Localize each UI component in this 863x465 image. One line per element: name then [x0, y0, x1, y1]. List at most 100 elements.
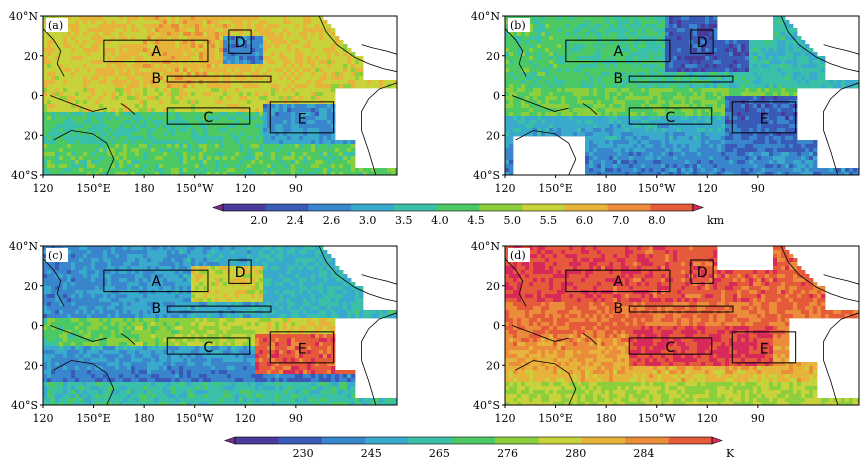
lat-tick-label: 40°N — [471, 240, 500, 253]
map-field — [505, 16, 859, 175]
map-field — [43, 16, 397, 175]
coastline — [43, 16, 397, 175]
region-box-e — [731, 101, 797, 134]
lat-tick-label: 0 — [493, 90, 500, 103]
region-box-c — [166, 107, 251, 125]
region-box-b — [166, 75, 272, 83]
lat-tick-label: 20 — [486, 359, 500, 372]
region-label-d: D — [235, 265, 246, 281]
lon-tick-label: 150°E — [538, 182, 573, 195]
colorbar-swatch — [692, 203, 704, 212]
region-box-b — [628, 75, 734, 83]
lat-tick-label: 20 — [24, 359, 38, 372]
colorbar-swatch — [581, 437, 626, 444]
region-box-d — [690, 259, 714, 284]
region-box-e — [269, 101, 335, 134]
colorbar-swatch — [495, 437, 539, 444]
lon-tick-label: 120 — [697, 182, 718, 195]
colorbar-swatch — [308, 204, 352, 211]
region-box-a — [565, 269, 671, 293]
lat-tick-label: 40°N — [9, 10, 38, 23]
colorbar-swatch — [650, 204, 694, 211]
lat-tick-label: 40°S — [473, 169, 500, 182]
colorbar-label: 265 — [429, 447, 450, 460]
region-label-a: A — [151, 44, 161, 60]
colorbar-swatch — [351, 204, 395, 211]
panel-label-bg — [46, 18, 68, 32]
coastline — [505, 16, 859, 175]
lon-tick-label: 120 — [495, 412, 516, 425]
lat-tick-label: 20 — [486, 129, 500, 142]
lon-tick-label: 180 — [134, 412, 155, 425]
lon-tick-label: 150°W — [638, 412, 676, 425]
lat-tick-label: 20 — [486, 280, 500, 293]
lat-tick-label: 0 — [31, 90, 38, 103]
colorbar-swatch — [538, 437, 583, 444]
colorbar-swatch — [564, 204, 608, 211]
colorbar-label: 5.5 — [540, 214, 558, 227]
colorbar-label: 284 — [633, 447, 654, 460]
colorbar-swatch — [223, 204, 267, 211]
colorbar-swatch — [212, 203, 224, 212]
region-label-d: D — [697, 265, 708, 281]
region-box-a — [103, 39, 209, 63]
colorbar-swatch — [607, 204, 651, 211]
panel-label: (c) — [48, 249, 63, 262]
colorbar-swatch — [522, 204, 566, 211]
lon-tick-label: 180 — [596, 182, 617, 195]
region-label-e: E — [760, 112, 769, 128]
colorbar-swatch — [365, 437, 409, 444]
lon-tick-label: 120 — [697, 412, 718, 425]
lat-tick-label: 20 — [24, 50, 38, 63]
colorbar-label: 245 — [361, 447, 382, 460]
region-label-d: D — [235, 35, 246, 51]
colorbar-label: 5.0 — [503, 214, 521, 227]
region-label-c: C — [203, 110, 213, 126]
colorbar-unit: km — [707, 214, 725, 227]
colorbar-height: 2.0 2.4 2.6 3.0 3.5 4.0 4.5 5.0 5.5 6.0 7.0 8.0 km — [212, 203, 725, 227]
colorbar-label: 230 — [293, 447, 314, 460]
colorbar-label: 6.0 — [576, 214, 594, 227]
lon-tick-label: 90 — [289, 412, 303, 425]
colorbar-swatch — [321, 437, 366, 444]
panel-label-bg — [508, 18, 530, 32]
colorbar-frame — [222, 203, 694, 212]
panel-label: (d) — [510, 249, 526, 262]
region-label-e: E — [760, 342, 769, 358]
colorbar-swatch — [479, 204, 523, 211]
lon-tick-label: 120 — [495, 182, 516, 195]
lat-tick-label: 40°S — [473, 399, 500, 412]
region-label-b: B — [151, 71, 161, 87]
map-field — [43, 246, 397, 405]
colorbar-label: 2.6 — [323, 214, 341, 227]
colorbar-label: 3.5 — [395, 214, 413, 227]
region-box-a — [103, 269, 209, 293]
colorbar-swatch — [408, 437, 453, 444]
lat-tick-label: 20 — [24, 280, 38, 293]
coastline — [505, 246, 859, 405]
region-label-d: D — [697, 35, 708, 51]
region-box-d — [228, 29, 252, 54]
lon-tick-label: 150°W — [176, 182, 214, 195]
lat-tick-label: 40°S — [11, 169, 38, 182]
panel-label: (a) — [48, 19, 63, 32]
lat-tick-label: 40°S — [11, 399, 38, 412]
colorbar-label: 8.0 — [648, 214, 666, 227]
panel-label-bg — [46, 248, 68, 262]
region-label-a: A — [613, 44, 623, 60]
coastline — [43, 246, 397, 405]
region-label-a: A — [151, 274, 161, 290]
colorbar-swatch — [668, 437, 713, 444]
region-box-d — [690, 29, 714, 54]
colorbar-unit: K — [726, 447, 735, 460]
region-box-c — [628, 107, 713, 125]
lat-tick-label: 40°N — [471, 10, 500, 23]
lat-tick-label: 20 — [486, 50, 500, 63]
lon-tick-label: 120 — [33, 412, 54, 425]
region-box-a — [565, 39, 671, 63]
lon-tick-label: 150°W — [176, 412, 214, 425]
